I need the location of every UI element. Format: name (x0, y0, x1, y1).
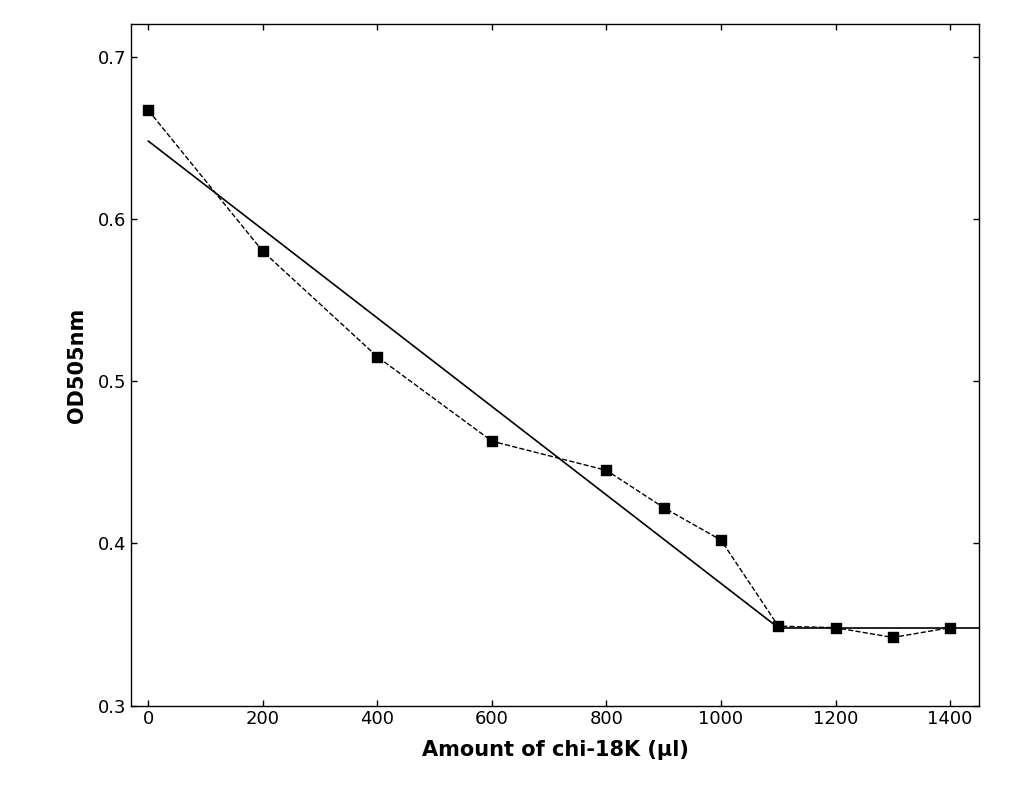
X-axis label: Amount of chi-18K (μl): Amount of chi-18K (μl) (422, 740, 688, 760)
Point (713, 534, 730, 547)
Point (598, 464, 614, 477)
Y-axis label: OD505nm: OD505nm (67, 307, 87, 423)
Point (255, 245, 271, 258)
Point (942, 621, 959, 634)
Point (885, 631, 901, 644)
Point (827, 621, 844, 634)
Point (770, 620, 786, 633)
Point (656, 501, 672, 514)
Point (484, 435, 500, 448)
Point (140, 104, 156, 117)
Point (369, 350, 385, 363)
